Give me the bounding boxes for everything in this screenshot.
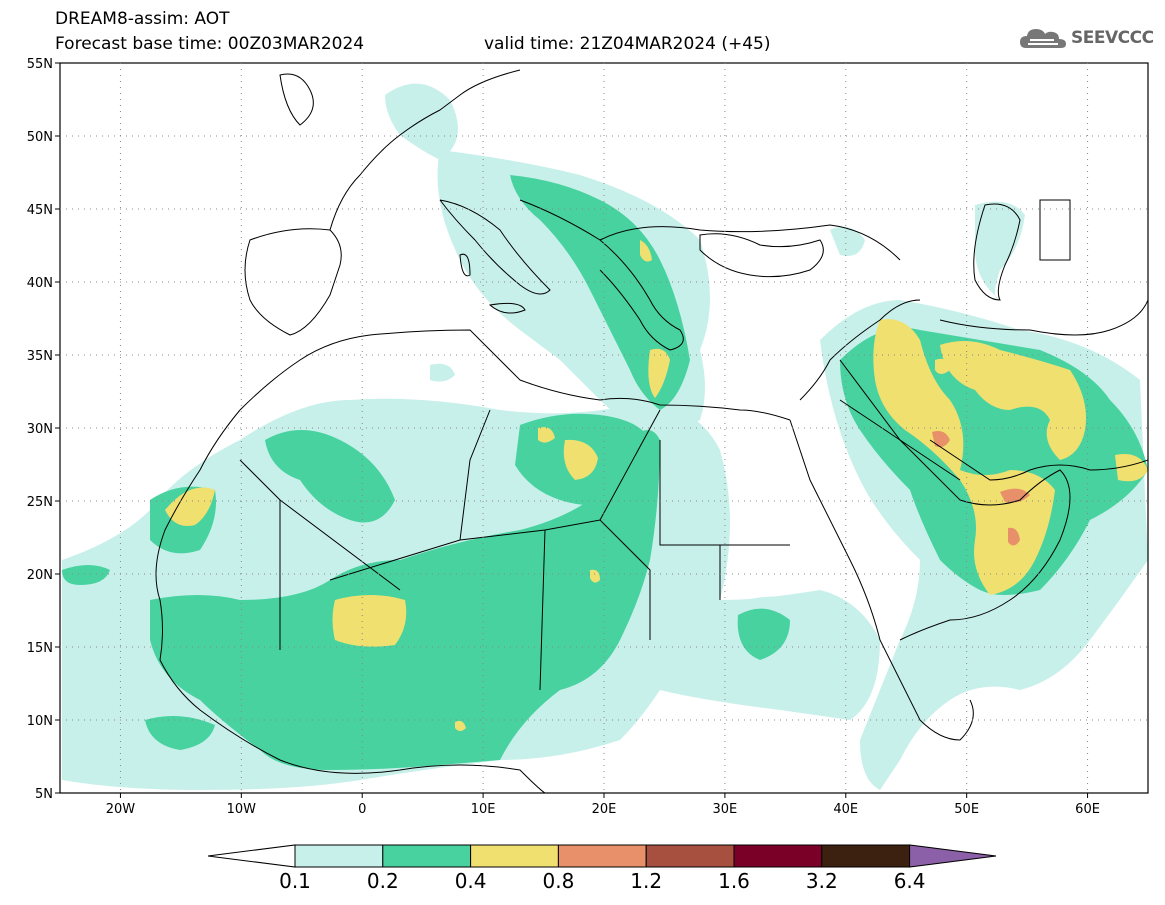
lon-tick-label: 10E	[471, 802, 496, 817]
longitude-labels: 20W 10W 0 10E 20E 30E 40E 50E 60E	[106, 793, 1100, 817]
seevccc-logo: SEEVCCC	[1018, 24, 1154, 52]
colorbar-low-arrow	[207, 844, 296, 868]
colorbar-label: 6.4	[894, 869, 926, 893]
colorbar-label: 0.8	[542, 869, 574, 893]
colorbar-segment	[294, 844, 384, 868]
colorbar-segment	[557, 844, 647, 868]
title-base-time: Forecast base time: 00Z03MAR2024	[55, 34, 365, 54]
colorbar-segment	[470, 844, 559, 868]
title-product: DREAM8-assim: AOT	[55, 9, 230, 29]
lon-tick-label: 30E	[713, 802, 738, 817]
lat-tick-label: 40N	[27, 276, 53, 291]
lon-tick-label: 20W	[106, 802, 136, 817]
colorbar-segment	[382, 844, 472, 868]
lon-tick-label: 0	[358, 802, 366, 817]
lon-tick-label: 40E	[833, 802, 858, 817]
colorbar-segment	[645, 844, 735, 868]
colorbar-segment	[821, 844, 911, 868]
cloud-icon	[1020, 29, 1066, 48]
colorbar: 0.1 0.2 0.4 0.8 1.2 1.6 3.2 6.4	[207, 844, 997, 893]
lon-tick-label: 60E	[1075, 802, 1100, 817]
colorbar-high-arrow	[909, 844, 997, 868]
colorbar-label: 0.2	[367, 869, 399, 893]
lat-tick-label: 55N	[27, 57, 53, 72]
lon-tick-label: 10W	[227, 802, 257, 817]
lat-tick-label: 20N	[27, 568, 53, 583]
lat-tick-label: 50N	[27, 130, 53, 145]
coastlines	[155, 69, 1148, 793]
colorbar-label: 0.4	[455, 869, 487, 893]
lat-tick-label: 15N	[27, 641, 53, 656]
logo-text: SEEVCCC	[1071, 28, 1154, 48]
lon-tick-label: 50E	[954, 802, 979, 817]
lat-tick-label: 45N	[27, 203, 53, 218]
gridlines	[60, 63, 1148, 793]
colorbar-label: 3.2	[806, 869, 838, 893]
colorbar-label: 0.1	[279, 869, 311, 893]
lat-tick-label: 5N	[35, 787, 53, 802]
latitude-labels: 55N 50N 45N 40N 35N 30N 25N 20N 15N 10N 5N	[27, 57, 60, 802]
lat-tick-label: 35N	[27, 349, 53, 364]
colorbar-segment	[733, 844, 823, 868]
lon-tick-label: 20E	[592, 802, 617, 817]
lat-tick-label: 25N	[27, 495, 53, 510]
colorbar-label: 1.2	[630, 869, 662, 893]
lat-tick-label: 10N	[27, 714, 53, 729]
colorbar-label: 1.6	[718, 869, 750, 893]
lat-tick-label: 30N	[27, 422, 53, 437]
title-valid-time: valid time: 21Z04MAR2024 (+45)	[484, 34, 771, 54]
aot-field	[62, 83, 1148, 790]
